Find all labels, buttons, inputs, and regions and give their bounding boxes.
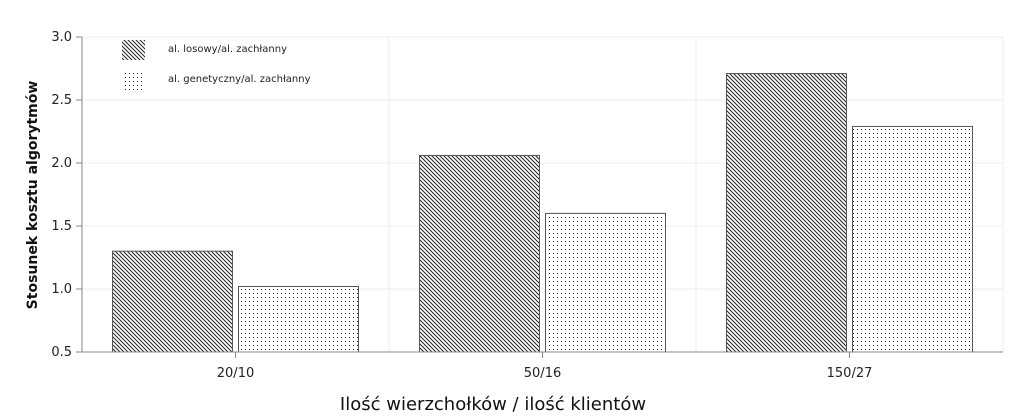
legend-label-0: al. losowy/al. zachłanny xyxy=(168,44,287,55)
x-axis-title: Ilość wierzchołków / ilość klientów xyxy=(340,394,646,415)
y-tick-label: 0.5 xyxy=(51,345,72,360)
y-tick-label: 1.0 xyxy=(51,282,72,297)
y-tick-label: 1.5 xyxy=(51,219,72,234)
legend: al. losowy/al. zachłanny al. genetyczny/a… xyxy=(122,40,311,90)
legend-swatch-1 xyxy=(122,70,145,90)
bar-genetyczny-2 xyxy=(852,125,973,353)
bar-losowy-1 xyxy=(419,154,540,353)
y-tick-label: 2.0 xyxy=(51,156,72,171)
y-tick-label: 2.5 xyxy=(51,93,72,108)
y-axis-title: Stosunek kosztu algorytmów xyxy=(25,81,41,310)
x-tick-label: 50/16 xyxy=(524,366,561,381)
bar-genetyczny-1 xyxy=(545,212,666,353)
bar-losowy-2 xyxy=(726,73,847,353)
x-tick-label: 150/27 xyxy=(827,366,873,381)
x-tick-label: 20/10 xyxy=(217,366,254,381)
axes: 0.5 1.0 1.5 2.0 2.5 3.0 20/10 50/16 150/27 xyxy=(51,30,1003,381)
legend-swatch-0 xyxy=(122,40,145,60)
bar-genetyczny-0 xyxy=(238,285,359,353)
bar-losowy-0 xyxy=(112,250,233,353)
legend-label-1: al. genetyczny/al. zachłanny xyxy=(168,74,311,85)
bars xyxy=(112,73,973,353)
y-tick-label: 3.0 xyxy=(51,30,72,45)
